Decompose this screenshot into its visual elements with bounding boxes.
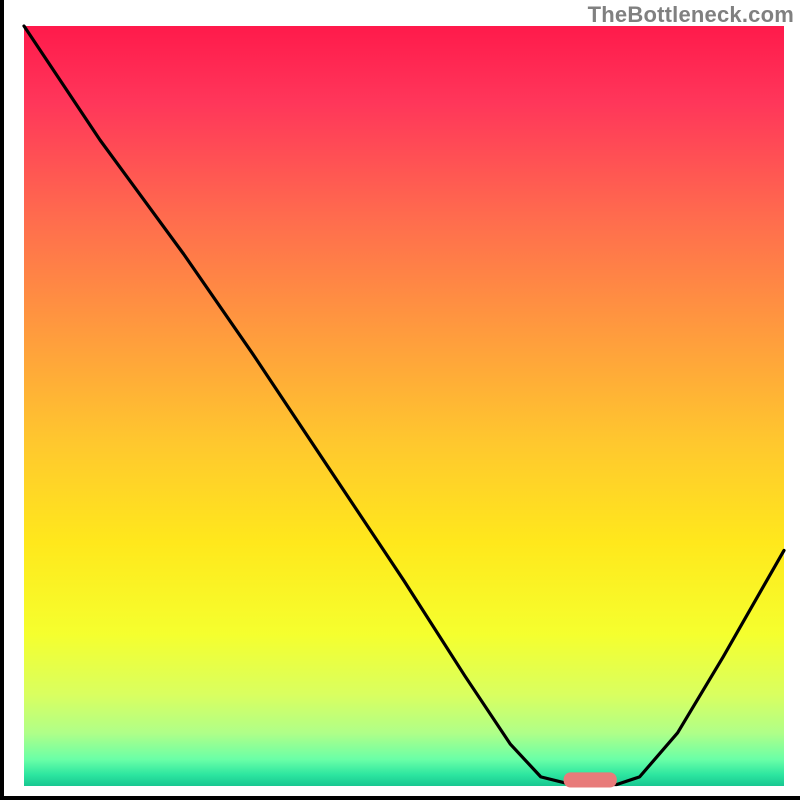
chart-svg bbox=[0, 0, 800, 800]
gradient-background bbox=[24, 26, 784, 786]
watermark-text: TheBottleneck.com bbox=[588, 2, 794, 28]
chart-container: TheBottleneck.com bbox=[0, 0, 800, 800]
optimum-marker bbox=[564, 772, 617, 787]
